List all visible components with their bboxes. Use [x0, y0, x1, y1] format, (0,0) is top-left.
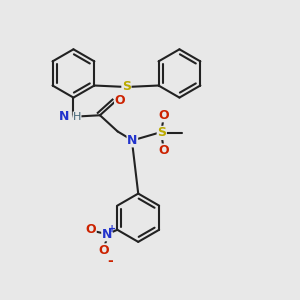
Text: +: +: [108, 224, 116, 234]
Text: O: O: [99, 244, 110, 257]
Text: O: O: [115, 94, 125, 107]
Text: O: O: [158, 144, 169, 157]
Text: S: S: [122, 80, 131, 94]
Text: O: O: [85, 223, 96, 236]
Text: S: S: [157, 126, 166, 140]
Text: O: O: [158, 109, 169, 122]
Text: N: N: [127, 134, 137, 147]
Text: -: -: [107, 254, 113, 268]
Text: N: N: [102, 228, 112, 241]
Text: H: H: [73, 112, 81, 122]
Text: N: N: [59, 110, 69, 123]
